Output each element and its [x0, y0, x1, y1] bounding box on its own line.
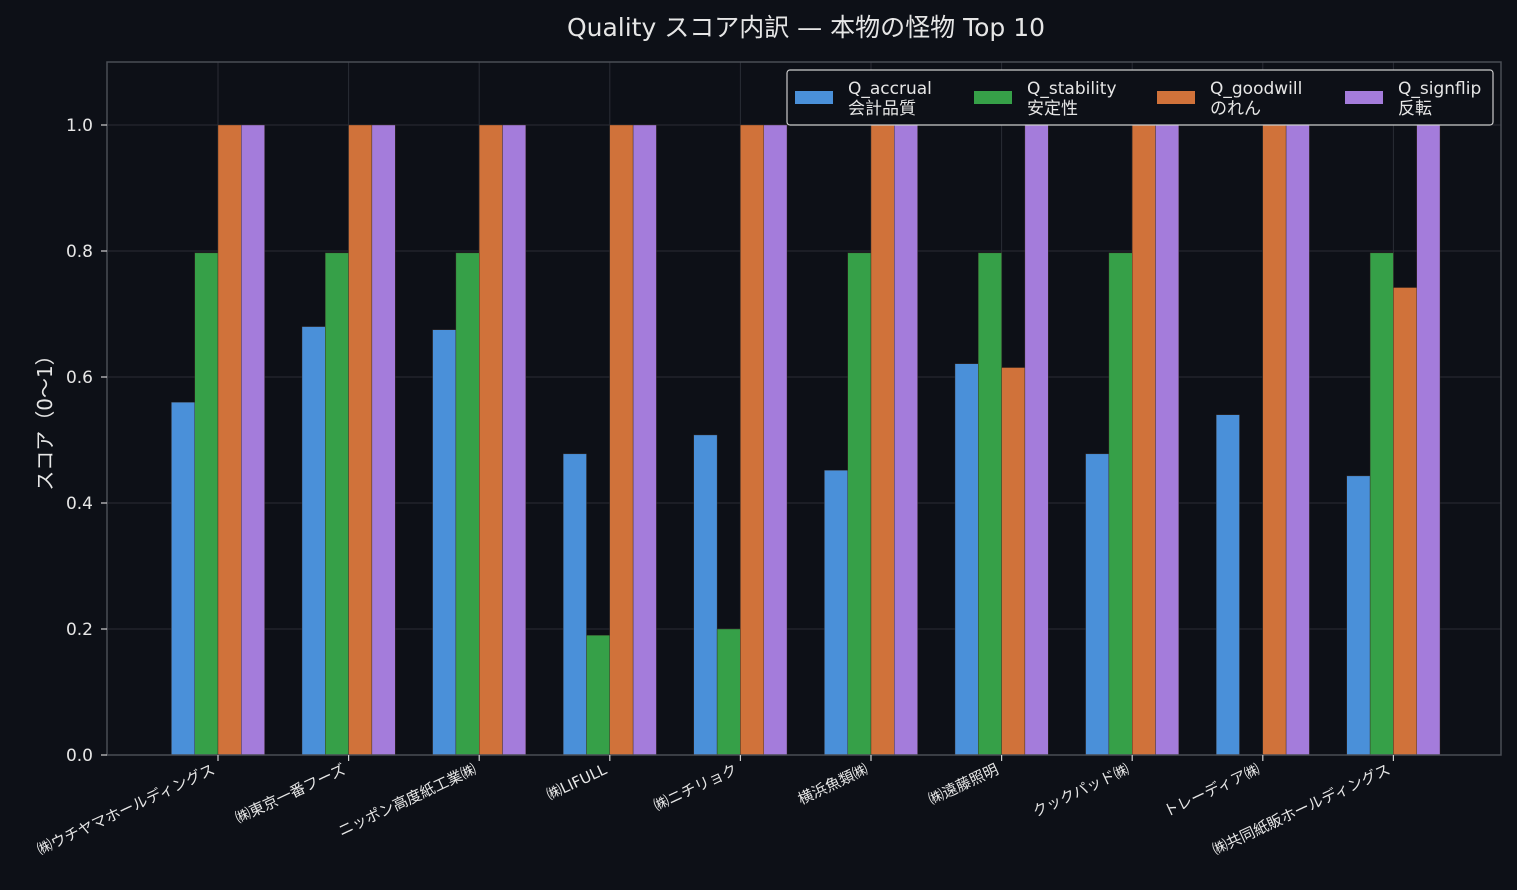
bar-q-stability [455, 252, 480, 756]
bar-q-accrual [693, 434, 718, 756]
bar-q-accrual [1085, 453, 1110, 756]
bar-q-goodwill [1131, 124, 1156, 756]
x-tick-label: ㈱東京一番フーズ [233, 760, 349, 827]
bar-q-accrual [824, 470, 848, 756]
legend-series-label: 安定性 [1027, 99, 1078, 119]
bar-q-goodwill [1393, 287, 1417, 756]
plot-frame [106, 61, 1502, 756]
bar-q-stability [325, 252, 349, 756]
y-tick-label: 0.0 [66, 746, 93, 766]
bar-q-signflip [1024, 124, 1049, 756]
legend-series-name: Q_signflip [1398, 79, 1481, 99]
x-tick-label: ㈱ニチリョク [651, 760, 740, 814]
bar-q-signflip [1416, 124, 1441, 756]
bar-q-signflip [1155, 124, 1179, 756]
legend-swatch [1345, 91, 1383, 104]
bar-q-accrual [301, 326, 326, 756]
bar-q-accrual [1346, 475, 1371, 756]
legend-series-label: 会計品質 [848, 99, 916, 119]
y-tick-label: 0.8 [66, 242, 93, 262]
bar-q-goodwill [348, 124, 373, 756]
bar-q-stability [978, 252, 1002, 756]
bar-q-stability [1369, 252, 1394, 756]
legend-swatch [974, 91, 1012, 104]
x-tick-label: クックパッド㈱ [1030, 760, 1132, 820]
legend-box [786, 69, 1494, 126]
bar-q-goodwill [1001, 367, 1026, 756]
bar-q-goodwill [740, 124, 764, 756]
bar-q-signflip [763, 124, 788, 756]
bar-q-goodwill [609, 124, 634, 756]
x-tick-label: ㈱遠藤照明 [926, 760, 1002, 808]
y-axis-label: スコア（0〜1） [33, 345, 57, 490]
bar-q-goodwill [217, 124, 242, 756]
legend-swatch [1157, 91, 1195, 104]
bar-q-goodwill [870, 124, 895, 756]
bar-q-goodwill [479, 124, 503, 756]
bar-q-signflip [241, 124, 265, 756]
legend-series-label: のれん [1210, 99, 1261, 119]
bar-q-signflip [502, 124, 526, 756]
legend-series-label: 反転 [1398, 99, 1432, 119]
bar-q-accrual [954, 363, 979, 756]
x-tick-label: ㈱ウチヤマホールディングス [34, 760, 217, 858]
y-tick-label: 1.0 [66, 116, 93, 136]
chart-title: Quality スコア内訳 — 本物の怪物 Top 10 [567, 13, 1045, 42]
legend-series-name: Q_accrual [848, 79, 932, 99]
bars [171, 124, 1441, 756]
legend-swatch [795, 91, 833, 104]
bar-q-signflip [1285, 124, 1310, 756]
y-tick-label: 0.6 [66, 368, 93, 388]
y-ticks: 0.0 0.2 0.4 0.6 0.8 1.0 [66, 116, 107, 766]
bar-q-accrual [432, 329, 457, 756]
bar-q-stability [1108, 252, 1133, 756]
bar-q-signflip [894, 124, 918, 756]
y-tick-label: 0.2 [66, 620, 93, 640]
bar-q-accrual [171, 402, 195, 756]
bar-q-goodwill [1262, 124, 1287, 756]
x-tick-label: 横浜魚類㈱ [795, 760, 871, 808]
x-tick-label: ㈱LIFULL [544, 760, 610, 804]
y-tick-label: 0.4 [66, 494, 93, 514]
x-tick-label: トレーディア㈱ [1161, 760, 1263, 820]
bar-q-stability [716, 628, 741, 756]
bar-q-stability [194, 252, 219, 756]
bar-q-stability [586, 635, 610, 756]
bar-q-accrual [563, 453, 587, 756]
x-tick-label: ニッポン高度紙工業㈱ [335, 760, 479, 840]
bar-q-signflip [371, 124, 396, 756]
legend-series-name: Q_stability [1027, 79, 1117, 99]
bar-q-signflip [632, 124, 657, 756]
legend-series-name: Q_goodwill [1210, 79, 1302, 99]
bar-q-stability [847, 252, 872, 756]
bar-q-accrual [1215, 414, 1240, 756]
